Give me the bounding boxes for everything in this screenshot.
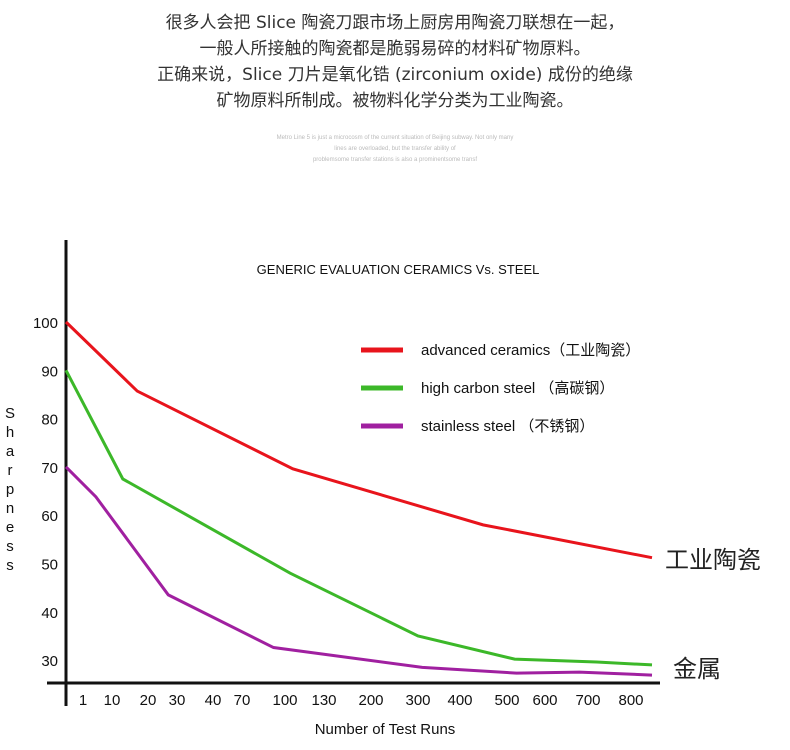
x-tick-label: 130: [311, 692, 336, 709]
intro-line: 矿物原料所制成。被物料化学分类为工业陶瓷。: [216, 91, 574, 111]
y-tick-label: 80: [41, 412, 58, 429]
y-tick-label: 70: [41, 460, 58, 477]
x-tick-label: 40: [205, 692, 222, 709]
x-tick-label: 500: [494, 692, 519, 709]
legend-label: advanced ceramics（工业陶瓷）: [421, 342, 640, 359]
annotation-ceramics: 工业陶瓷: [665, 547, 761, 574]
y-label-char: n: [6, 500, 14, 517]
y-label-char: a: [6, 443, 15, 460]
x-tick-label: 70: [234, 692, 251, 709]
x-axis-label: Number of Test Runs: [315, 721, 456, 738]
caption-text: Metro Line 5 is just a microcosm of the …: [0, 133, 790, 166]
x-tick-label: 30: [169, 692, 186, 709]
y-label-char: r: [8, 462, 13, 479]
y-label-char: h: [6, 424, 14, 441]
x-tick-label: 100: [272, 692, 297, 709]
x-tick-label: 400: [447, 692, 472, 709]
y-label-char: p: [6, 481, 14, 498]
series-line: [64, 465, 653, 677]
chart-title: GENERIC EVALUATION CERAMICS Vs. STEEL: [257, 262, 540, 277]
x-tick-label: 200: [358, 692, 383, 709]
x-tick-label: 20: [140, 692, 157, 709]
legend-label: stainless steel （不锈钢）: [421, 418, 594, 435]
intro-text: 很多人会把 Slice 陶瓷刀跟市场上厨房用陶瓷刀联想在一起， 一般人所接触的陶…: [0, 10, 790, 114]
x-tick-label: 600: [532, 692, 557, 709]
x-tick-label: 300: [405, 692, 430, 709]
y-label-char: e: [6, 519, 14, 536]
x-tick-label: 10: [104, 692, 121, 709]
y-tick-label: 60: [41, 508, 58, 525]
legend-label: high carbon steel （高碳钢）: [421, 380, 614, 397]
x-tick-label: 1: [79, 692, 87, 709]
y-label-char: s: [6, 557, 14, 574]
caption-line: lines are overloaded, but the transfer a…: [334, 146, 456, 152]
intro-line: 一般人所接触的陶瓷都是脆弱易碎的材料矿物原料。: [199, 39, 591, 59]
y-tick-label: 30: [41, 653, 58, 670]
y-tick-label: 90: [41, 363, 58, 380]
x-tick-label: 700: [575, 692, 600, 709]
annotation-metal: 金属: [673, 656, 721, 683]
y-label-char: s: [6, 538, 14, 555]
caption-line: problemsome transfer stations is also a …: [312, 157, 478, 163]
y-tick-label: 50: [41, 557, 58, 574]
y-label-char: S: [5, 405, 15, 422]
intro-line: 很多人会把 Slice 陶瓷刀跟市场上厨房用陶瓷刀联想在一起，: [165, 13, 625, 33]
y-tick-label: 100: [33, 315, 58, 332]
caption-line: Metro Line 5 is just a microcosm of the …: [276, 135, 514, 141]
series-line: [64, 320, 653, 560]
x-tick-label: 800: [618, 692, 643, 709]
intro-line: 正确来说，Slice 刀片是氧化锆 (zirconium oxide) 成份的绝…: [157, 65, 633, 85]
series-line: [64, 369, 653, 667]
y-tick-label: 40: [41, 605, 58, 622]
